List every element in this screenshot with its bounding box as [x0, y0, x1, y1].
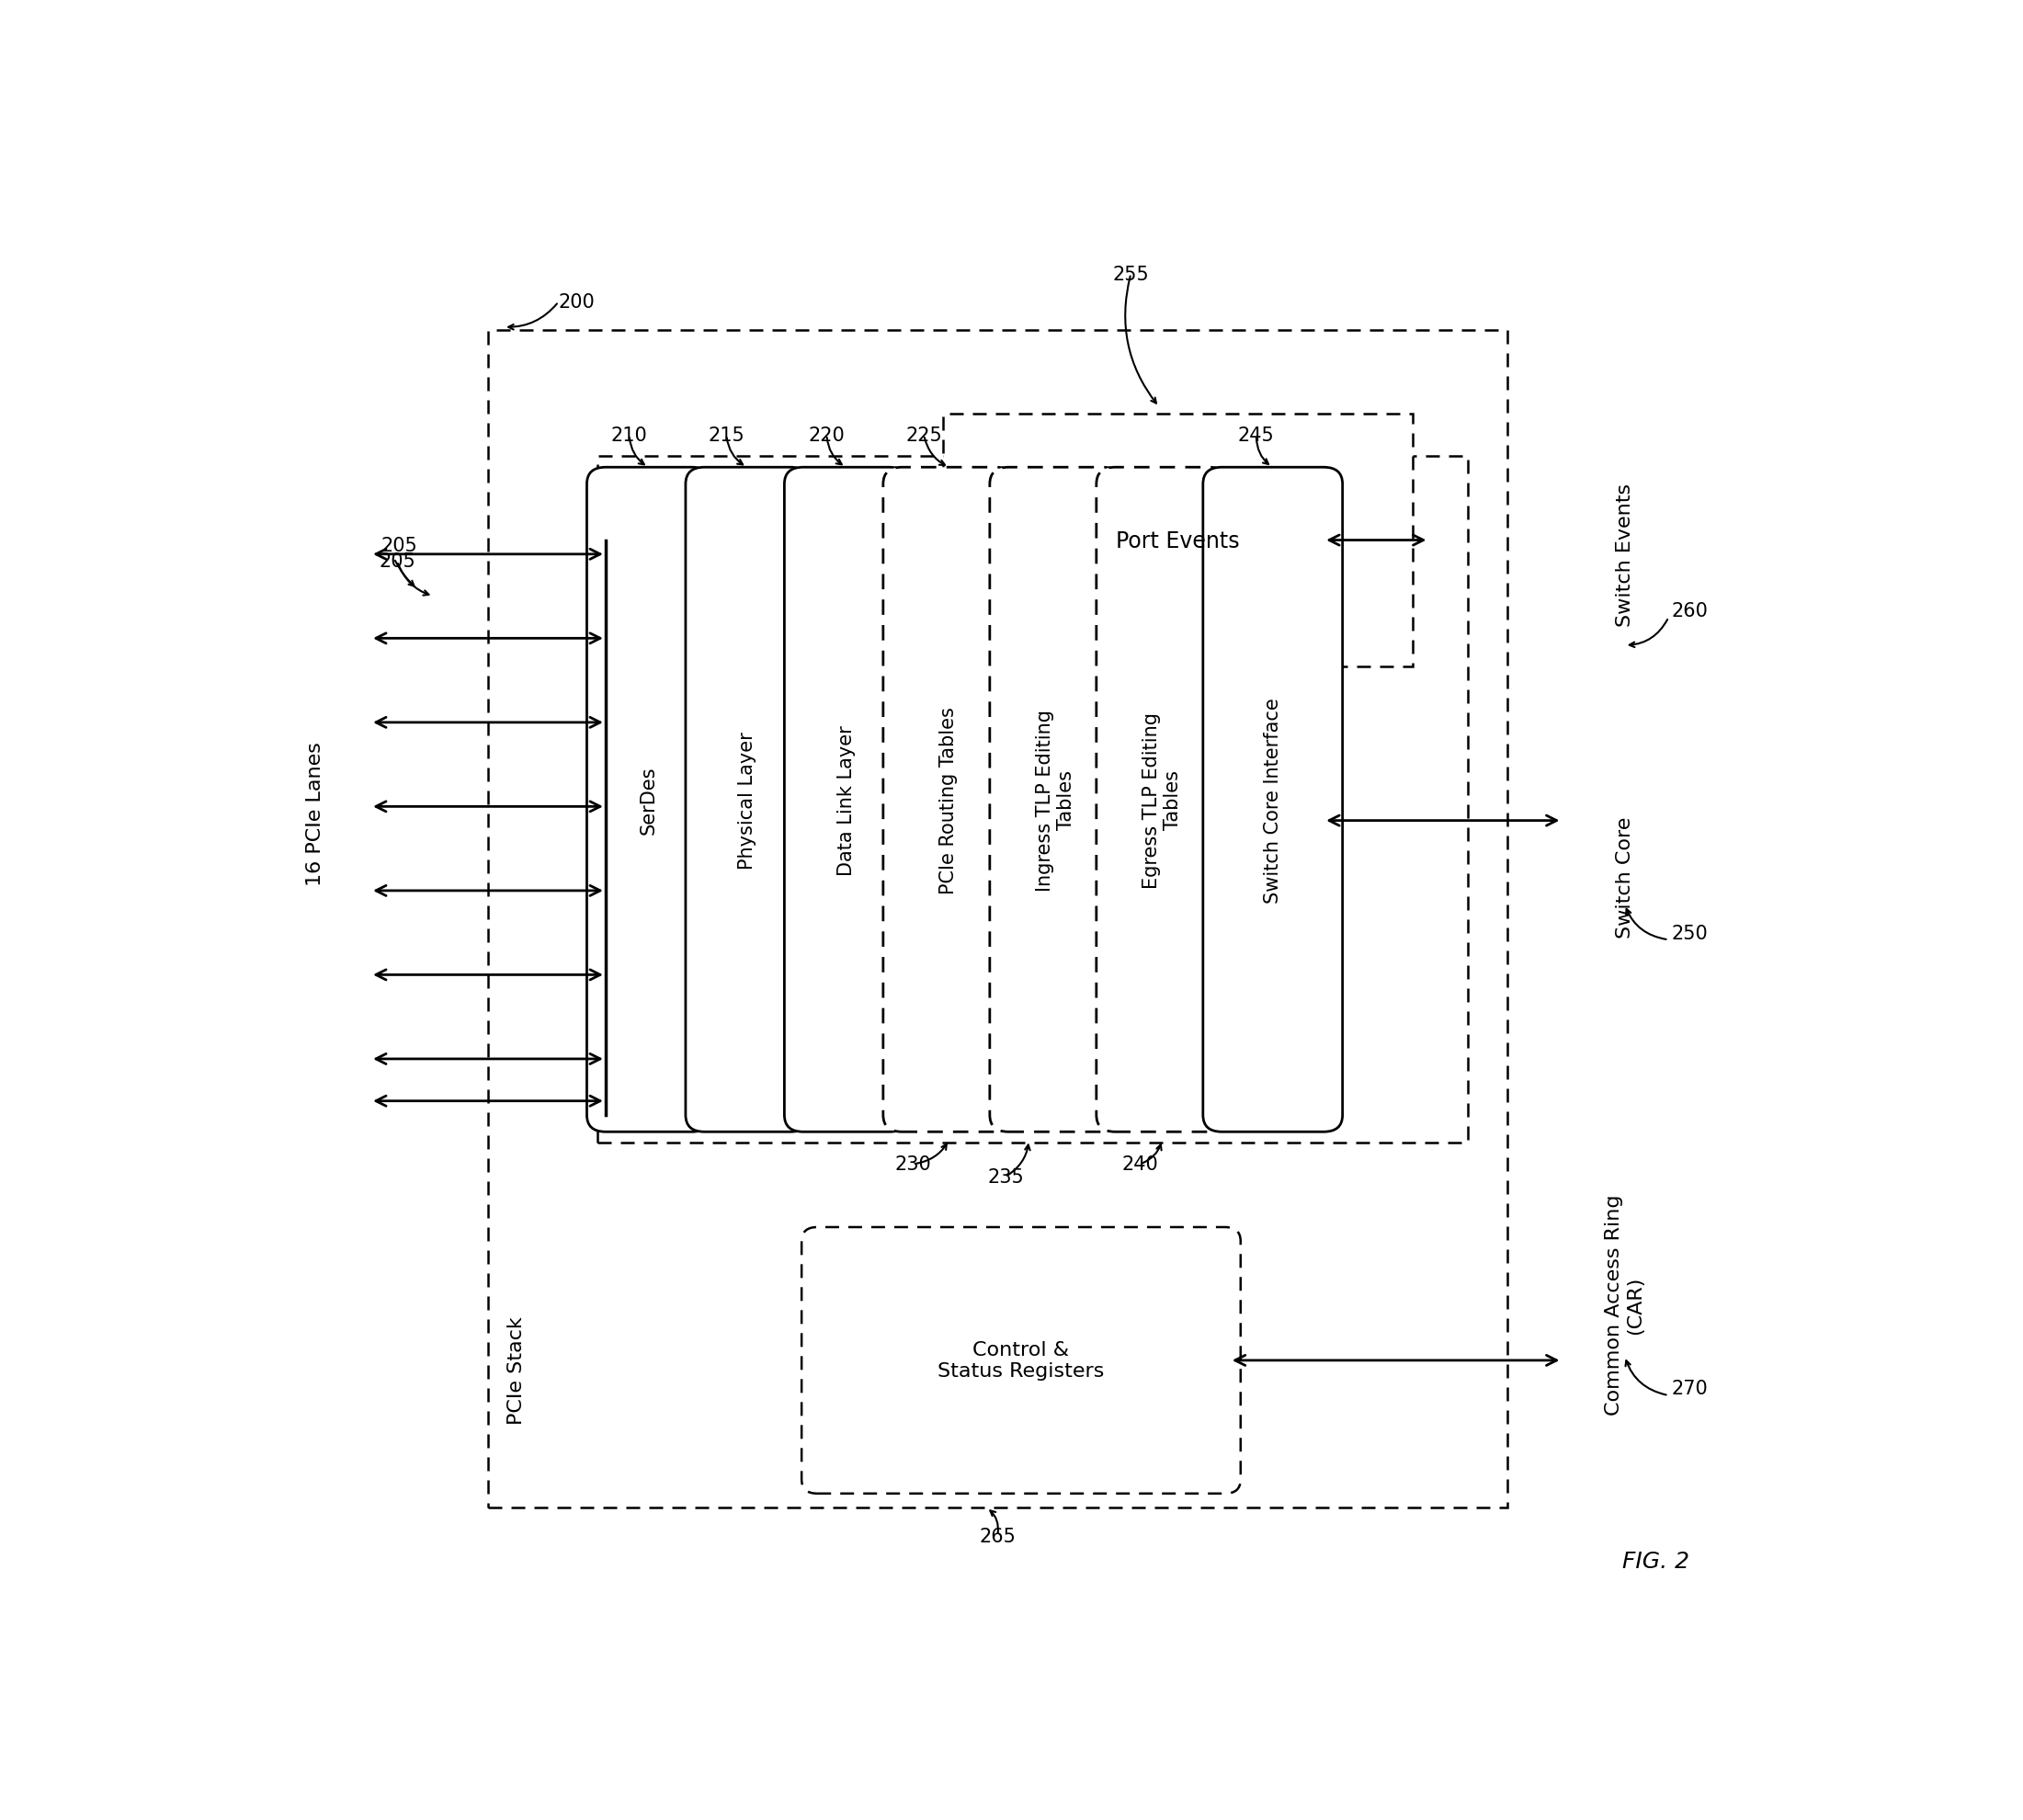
- Text: 230: 230: [894, 1156, 931, 1174]
- Text: 235: 235: [987, 1168, 1024, 1187]
- FancyBboxPatch shape: [785, 468, 908, 1132]
- Text: 205: 205: [378, 553, 415, 571]
- Text: 205: 205: [382, 537, 419, 555]
- Text: PCIe Stack: PCIe Stack: [508, 1316, 526, 1423]
- Text: 210: 210: [611, 426, 647, 444]
- Text: Switch Events: Switch Events: [1616, 482, 1635, 626]
- Text: 16 PCIe Lanes: 16 PCIe Lanes: [305, 743, 326, 886]
- Text: 270: 270: [1671, 1380, 1707, 1398]
- Text: 260: 260: [1671, 602, 1707, 621]
- Text: Control &
Status Registers: Control & Status Registers: [939, 1341, 1105, 1380]
- Bar: [599, 457, 1469, 1143]
- FancyBboxPatch shape: [1204, 468, 1343, 1132]
- Text: Egress TLP Editing
Tables: Egress TLP Editing Tables: [1143, 712, 1181, 888]
- Text: Port Events: Port Events: [1117, 530, 1240, 551]
- Text: 240: 240: [1123, 1156, 1159, 1174]
- Text: PCIe Routing Tables: PCIe Routing Tables: [941, 706, 959, 894]
- Text: 200: 200: [558, 293, 595, 311]
- FancyBboxPatch shape: [989, 468, 1121, 1132]
- Text: Switch Core Interface: Switch Core Interface: [1264, 697, 1283, 903]
- FancyBboxPatch shape: [1096, 468, 1228, 1132]
- Text: Physical Layer: Physical Layer: [738, 732, 757, 868]
- Text: 245: 245: [1238, 426, 1274, 444]
- FancyBboxPatch shape: [686, 468, 809, 1132]
- Text: 225: 225: [906, 426, 943, 444]
- Bar: [488, 331, 1507, 1507]
- Text: 255: 255: [1113, 266, 1149, 284]
- Text: 250: 250: [1671, 925, 1707, 943]
- Text: Switch Core: Switch Core: [1616, 815, 1635, 937]
- FancyBboxPatch shape: [801, 1227, 1240, 1494]
- Text: Ingress TLP Editing
Tables: Ingress TLP Editing Tables: [1036, 710, 1076, 892]
- Text: SerDes: SerDes: [639, 766, 657, 834]
- Text: 220: 220: [809, 426, 846, 444]
- FancyBboxPatch shape: [587, 468, 710, 1132]
- Text: 265: 265: [979, 1527, 1016, 1545]
- FancyBboxPatch shape: [884, 468, 1016, 1132]
- Text: 215: 215: [708, 426, 744, 444]
- Text: Data Link Layer: Data Link Layer: [838, 724, 856, 875]
- Bar: [943, 415, 1414, 666]
- Text: FIG. 2: FIG. 2: [1622, 1551, 1689, 1572]
- Text: Common Access Ring
(CAR): Common Access Ring (CAR): [1604, 1194, 1645, 1414]
